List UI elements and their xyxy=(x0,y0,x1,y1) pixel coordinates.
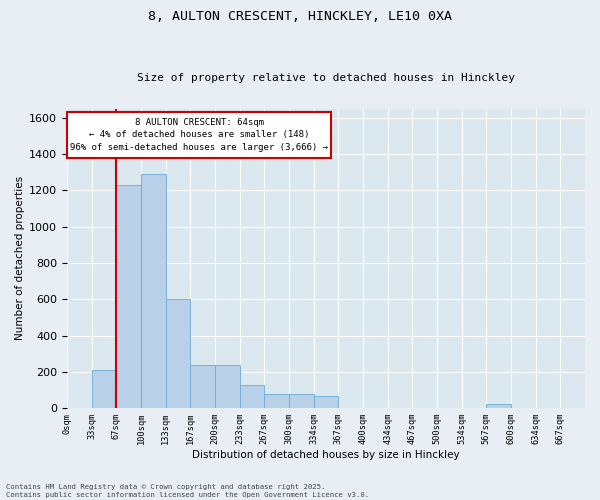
Bar xyxy=(289,394,314,408)
FancyBboxPatch shape xyxy=(67,112,331,158)
Bar xyxy=(92,370,116,408)
Bar xyxy=(487,404,511,408)
Bar xyxy=(141,174,166,408)
Bar xyxy=(166,299,190,408)
Text: 8 AULTON CRESCENT: 64sqm
← 4% of detached houses are smaller (148)
96% of semi-d: 8 AULTON CRESCENT: 64sqm ← 4% of detache… xyxy=(70,118,328,152)
Bar xyxy=(314,396,338,408)
Bar xyxy=(265,394,289,408)
Text: 8, AULTON CRESCENT, HINCKLEY, LE10 0XA: 8, AULTON CRESCENT, HINCKLEY, LE10 0XA xyxy=(148,10,452,23)
Text: Contains HM Land Registry data © Crown copyright and database right 2025.
Contai: Contains HM Land Registry data © Crown c… xyxy=(6,484,369,498)
Y-axis label: Number of detached properties: Number of detached properties xyxy=(15,176,25,340)
Bar xyxy=(116,185,141,408)
Bar xyxy=(215,364,239,408)
X-axis label: Distribution of detached houses by size in Hinckley: Distribution of detached houses by size … xyxy=(192,450,460,460)
Title: Size of property relative to detached houses in Hinckley: Size of property relative to detached ho… xyxy=(137,73,515,83)
Bar xyxy=(190,364,215,408)
Bar xyxy=(239,386,265,408)
